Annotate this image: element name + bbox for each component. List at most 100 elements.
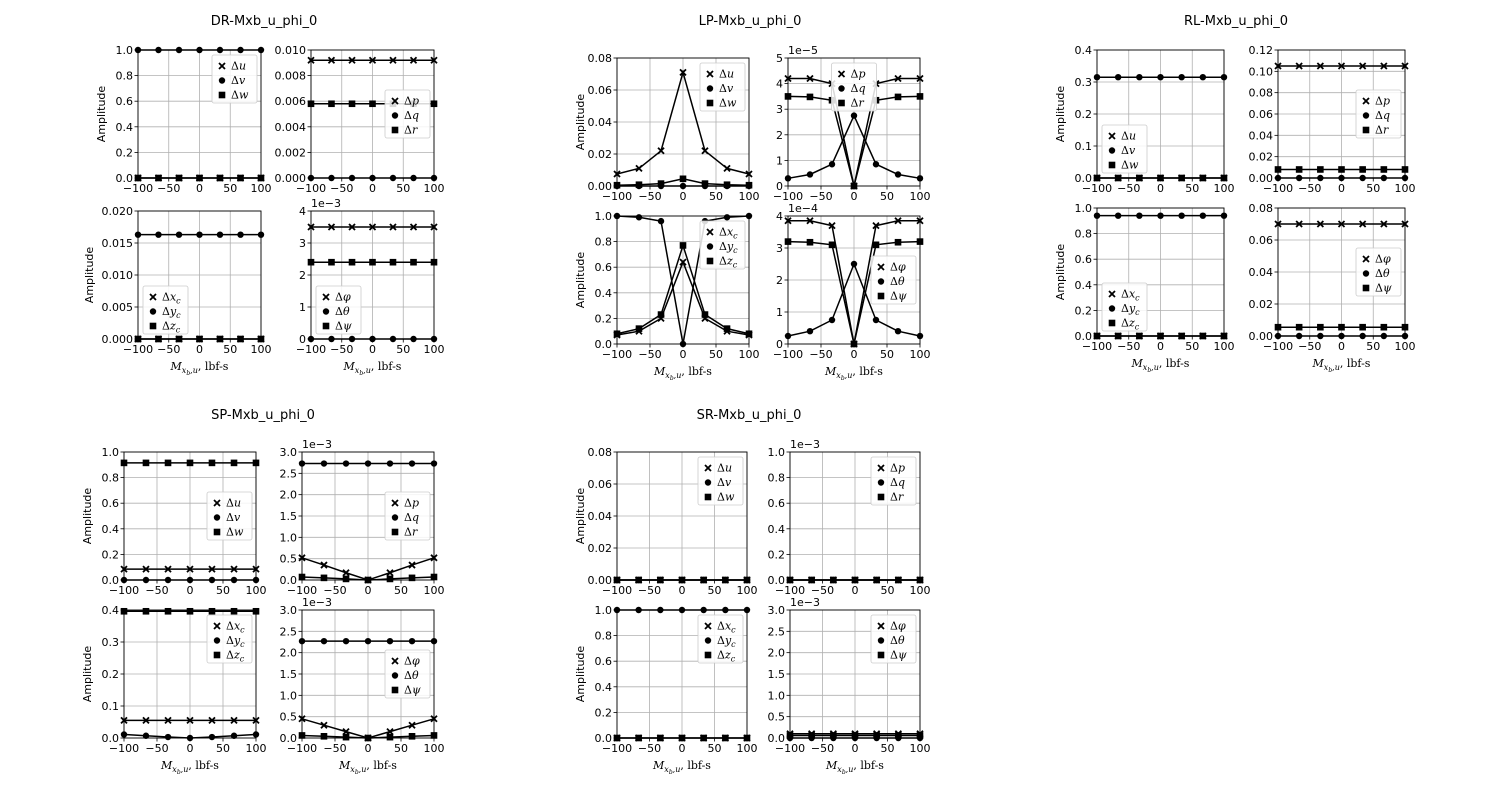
data-point xyxy=(786,576,794,584)
y-tick-label: 5 xyxy=(776,52,783,65)
data-point xyxy=(1359,220,1367,228)
y-tick-label: 2.5 xyxy=(768,625,786,638)
x-axis-label: Mxb,u, lbf-s xyxy=(825,759,884,776)
x-tick-label: 0 xyxy=(1338,340,1345,353)
data-point xyxy=(678,606,686,614)
legend-label: Δq xyxy=(1375,109,1390,122)
y-tick-label: 0.2 xyxy=(1075,304,1093,317)
data-point xyxy=(369,100,376,108)
legend-marker xyxy=(1362,270,1370,277)
legend-label: Δp xyxy=(890,462,905,475)
y-tick-label: 0.02 xyxy=(588,148,613,161)
legend-marker xyxy=(149,293,157,301)
data-point xyxy=(916,332,924,340)
data-point xyxy=(257,335,265,343)
legend-label: Δr xyxy=(404,124,418,137)
legend-marker xyxy=(1108,132,1116,140)
data-point xyxy=(175,174,183,182)
subplot-angle: 0.0 0.5 1.0 1.5 2.0 2.5 3.0 −100 −50 0 50 100 1e−3 Mx… xyxy=(280,596,445,776)
data-point xyxy=(894,171,902,178)
data-point xyxy=(307,56,315,64)
legend-label: Δθ xyxy=(1375,267,1390,280)
data-point xyxy=(894,328,902,335)
data-point xyxy=(134,335,142,343)
data-point xyxy=(208,576,216,584)
y-tick-label: 1 xyxy=(776,306,783,319)
data-point xyxy=(208,565,216,573)
data-point xyxy=(916,238,924,245)
data-point xyxy=(613,212,621,220)
data-point xyxy=(743,576,751,584)
data-point xyxy=(386,733,394,741)
y-tick-label: 0.4 xyxy=(116,121,134,134)
y-tick-label: 0.00 xyxy=(588,180,613,193)
data-point xyxy=(808,732,815,739)
x-tick-label: −50 xyxy=(1117,182,1140,195)
x-tick-label: −50 xyxy=(638,584,661,597)
legend-marker xyxy=(704,493,712,501)
subplot-rate: 0.00 0.02 0.04 0.06 0.08 0.10 0.12 −100 −50 0 50 10… xyxy=(1249,44,1416,195)
legend-label: Δw xyxy=(717,491,735,504)
x-tick-label: −50 xyxy=(145,584,168,597)
data-point xyxy=(408,574,416,582)
legend-label: Δp xyxy=(404,497,419,510)
data-point xyxy=(1380,220,1388,228)
data-point xyxy=(134,46,142,54)
x-tick-label: −50 xyxy=(638,348,661,361)
x-tick-label: 50 xyxy=(1366,340,1380,353)
data-point xyxy=(257,174,265,182)
data-point xyxy=(828,316,836,324)
y-tick-label: 0.005 xyxy=(102,301,134,314)
legend-marker xyxy=(218,77,226,84)
data-point xyxy=(806,238,814,246)
data-point xyxy=(252,565,260,573)
axis-offset-label: 1e−4 xyxy=(788,202,818,215)
legend-label: Δw xyxy=(1121,159,1139,172)
data-point xyxy=(134,174,142,182)
y-tick-label: 4 xyxy=(776,210,783,223)
y-tick-label: 0.5 xyxy=(280,711,298,724)
x-tick-label: 50 xyxy=(223,182,237,195)
y-tick-label: 0.06 xyxy=(588,84,613,97)
x-tick-label: 50 xyxy=(881,742,895,755)
x-tick-label: 100 xyxy=(910,348,931,361)
data-point xyxy=(307,100,315,108)
data-point xyxy=(916,576,924,584)
x-tick-label: 100 xyxy=(910,190,931,203)
data-point xyxy=(196,174,203,182)
legend-marker xyxy=(213,528,221,536)
subplot-velocity: 0.0 0.2 0.4 0.6 0.8 1.0 −100 −50 0 50 100 Amplitude… xyxy=(95,44,272,195)
x-tick-label: −50 xyxy=(330,343,353,356)
legend-marker xyxy=(704,464,712,472)
x-tick-label: 100 xyxy=(424,742,445,755)
legend-label: Δu xyxy=(719,68,734,81)
legend-label: Δθ xyxy=(890,634,905,647)
y-tick-label: 0.0 xyxy=(595,732,613,745)
data-point xyxy=(348,56,356,64)
data-point xyxy=(1338,174,1345,182)
data-point xyxy=(1274,62,1282,70)
data-point xyxy=(408,460,416,467)
data-point xyxy=(806,328,814,335)
data-point xyxy=(389,335,397,343)
y-tick-label: 0.0 xyxy=(116,172,134,185)
legend-marker xyxy=(322,308,330,315)
legend-marker xyxy=(877,263,885,271)
y-tick-label: 0.00 xyxy=(1249,172,1274,185)
legend-marker xyxy=(706,228,714,236)
figure-title: SR-Mxb_u_phi_0 xyxy=(697,408,802,423)
x-tick-label: 100 xyxy=(1395,340,1416,353)
legend-label: Δxc xyxy=(719,226,738,241)
data-point xyxy=(208,607,216,615)
data-point xyxy=(701,180,709,187)
data-point xyxy=(142,576,150,584)
y-tick-label: 0.08 xyxy=(588,446,613,459)
